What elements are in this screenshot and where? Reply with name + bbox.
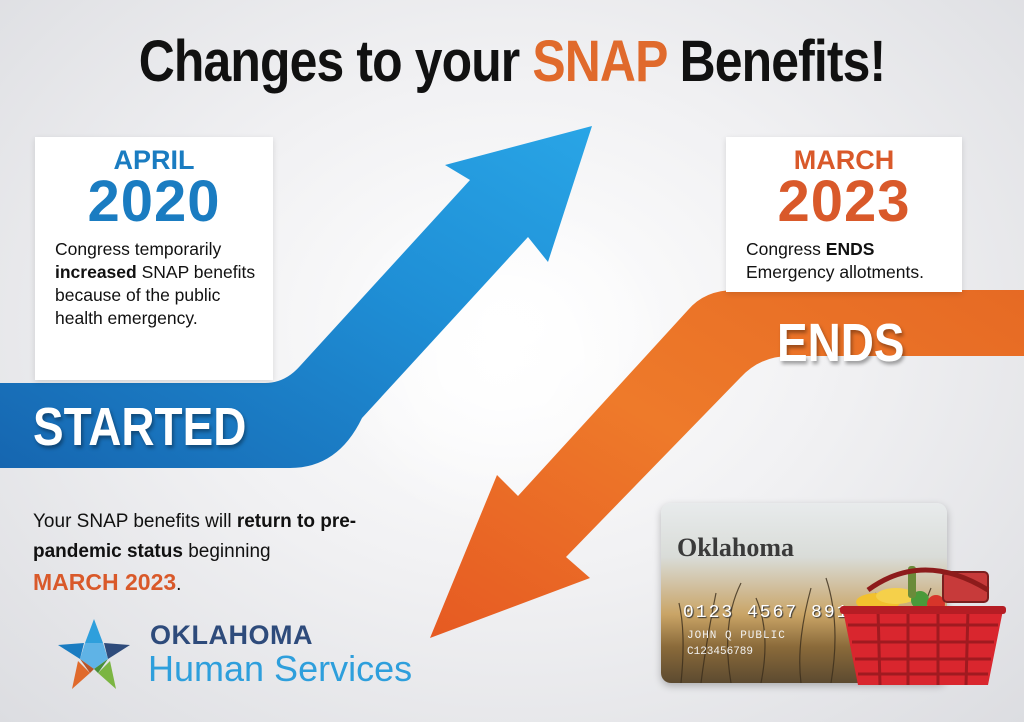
notice-date: MARCH 2023 xyxy=(33,569,177,595)
start-description: Congress temporarily increased SNAP bene… xyxy=(55,239,256,328)
started-label: STARTED xyxy=(33,397,247,457)
end-year: 2023 xyxy=(777,169,911,234)
start-date-card: APRIL 2020 Congress temporarily increase… xyxy=(35,137,273,380)
ends-label: ENDS xyxy=(777,313,905,373)
card-state-name: Oklahoma xyxy=(677,533,795,562)
start-month: APRIL xyxy=(113,145,195,175)
end-description: Congress ENDS Emergency allotments. xyxy=(746,239,924,282)
end-date-card: MARCH 2023 Congress ENDS Emergency allot… xyxy=(726,137,962,292)
end-month: MARCH xyxy=(793,145,895,175)
title-part1: Changes to your xyxy=(138,29,533,94)
start-year: 2020 xyxy=(87,169,221,234)
card-number: 0123 4567 891 xyxy=(683,603,850,623)
card-holder: JOHN Q PUBLIC xyxy=(687,630,786,642)
title-accent: SNAP xyxy=(532,29,667,94)
logo-human-services: Human Services xyxy=(148,648,413,689)
logo-oklahoma: OKLAHOMA xyxy=(150,620,313,650)
okdhs-star-logo xyxy=(58,619,130,689)
card-account: C123456789 xyxy=(687,646,754,658)
grocery-basket-image xyxy=(840,566,1006,686)
blue-up-arrow xyxy=(0,126,592,468)
page-title: Changes to your SNAP Benefits! xyxy=(72,28,953,95)
benefits-notice: Your SNAP benefits will return to pre-pa… xyxy=(33,511,357,595)
title-part2: Benefits! xyxy=(666,29,887,94)
orange-down-arrow xyxy=(430,290,1024,638)
